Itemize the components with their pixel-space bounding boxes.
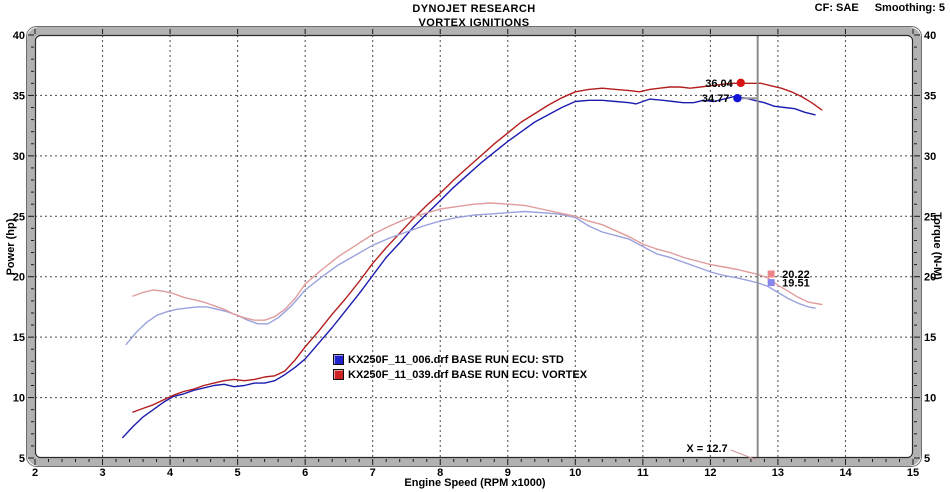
x-axis-title: Engine Speed (RPM x1000) bbox=[404, 477, 546, 489]
marker-value-label: 19.51 bbox=[782, 278, 810, 290]
x-tick-label: 12 bbox=[704, 467, 716, 479]
x-tick-label: 3 bbox=[99, 467, 105, 479]
report-title: DYNOJET RESEARCH bbox=[412, 3, 536, 15]
y-left-tick-label: 35 bbox=[13, 90, 25, 102]
y-left-tick-label: 40 bbox=[13, 30, 25, 42]
torque-std-curve bbox=[125, 210, 816, 346]
torque-vortex-curve bbox=[132, 202, 823, 321]
y-right-axis-title: Torque (N-M) bbox=[931, 212, 943, 280]
power-vortex-curve bbox=[132, 82, 823, 413]
x-tick-label: 15 bbox=[907, 467, 919, 479]
smoothing-label: Smoothing: 5 bbox=[874, 2, 945, 14]
y-left-axis-title: Power (hp) bbox=[5, 218, 17, 276]
y-left-tick-label: 15 bbox=[13, 332, 25, 344]
correction-smoothing-label: CF: SAE Smoothing: 5 bbox=[815, 2, 945, 14]
y-right-tick-label: 15 bbox=[924, 332, 936, 344]
power-std-curve bbox=[122, 95, 816, 439]
plot-frame-inner bbox=[34, 34, 914, 459]
marker-value-label: 34.77 bbox=[702, 93, 730, 105]
cursor-marker-20.22 bbox=[767, 270, 775, 278]
x-tick-label: 7 bbox=[370, 467, 376, 479]
x-tick-label: 13 bbox=[772, 467, 784, 479]
cursor-x-label: X = 12.7 bbox=[686, 443, 727, 455]
x-tick-label: 10 bbox=[569, 467, 581, 479]
legend-item: KX250F_11_006.drf BASE RUN ECU: STD bbox=[333, 352, 587, 367]
y-right-tick-label: 40 bbox=[924, 30, 936, 42]
legend-label: KX250F_11_039.drf BASE RUN ECU: VORTEX bbox=[348, 368, 588, 381]
plot-frame-outer bbox=[26, 26, 922, 467]
x-tick-label: 5 bbox=[235, 467, 241, 479]
marker-value-label: 20.22 bbox=[782, 269, 810, 281]
y-right-tick-label: 10 bbox=[924, 393, 936, 405]
y-right-tick-label: 30 bbox=[924, 151, 936, 163]
x-tick-label: 4 bbox=[167, 467, 174, 479]
x-tick-label: 9 bbox=[505, 467, 511, 479]
peak-marker-34.77 bbox=[733, 94, 742, 103]
x-tick-label: 6 bbox=[302, 467, 308, 479]
cursor-marker-19.51 bbox=[767, 279, 775, 287]
y-left-tick-label: 20 bbox=[13, 272, 25, 284]
y-left-tick-label: 30 bbox=[13, 151, 25, 163]
legend-label: KX250F_11_006.drf BASE RUN ECU: STD bbox=[348, 353, 564, 366]
y-left-tick-label: 25 bbox=[13, 211, 25, 223]
x-tick-label: 8 bbox=[437, 467, 443, 479]
correction-factor-label: CF: SAE bbox=[814, 2, 859, 14]
legend-item: KX250F_11_039.drf BASE RUN ECU: VORTEX bbox=[333, 367, 587, 382]
cursor-callout-line bbox=[730, 449, 757, 461]
x-tick-label: 11 bbox=[637, 467, 649, 479]
y-left-tick-label: 5 bbox=[19, 453, 25, 465]
y-right-tick-label: 35 bbox=[924, 90, 936, 102]
legend-swatch-icon bbox=[333, 354, 344, 365]
x-tick-label: 2 bbox=[32, 467, 38, 479]
peak-marker-36.04 bbox=[736, 78, 745, 88]
plot-frame-band bbox=[27, 27, 921, 466]
y-right-tick-label: 25 bbox=[924, 211, 936, 223]
legend-swatch-icon bbox=[333, 369, 344, 380]
x-tick-label: 14 bbox=[839, 467, 852, 479]
y-right-tick-label: 5 bbox=[924, 453, 930, 465]
y-right-tick-label: 20 bbox=[924, 272, 936, 284]
y-left-tick-label: 10 bbox=[13, 393, 25, 405]
marker-value-label: 36.04 bbox=[705, 78, 733, 90]
chart-legend: KX250F_11_006.drf BASE RUN ECU: STD KX250… bbox=[333, 352, 587, 382]
